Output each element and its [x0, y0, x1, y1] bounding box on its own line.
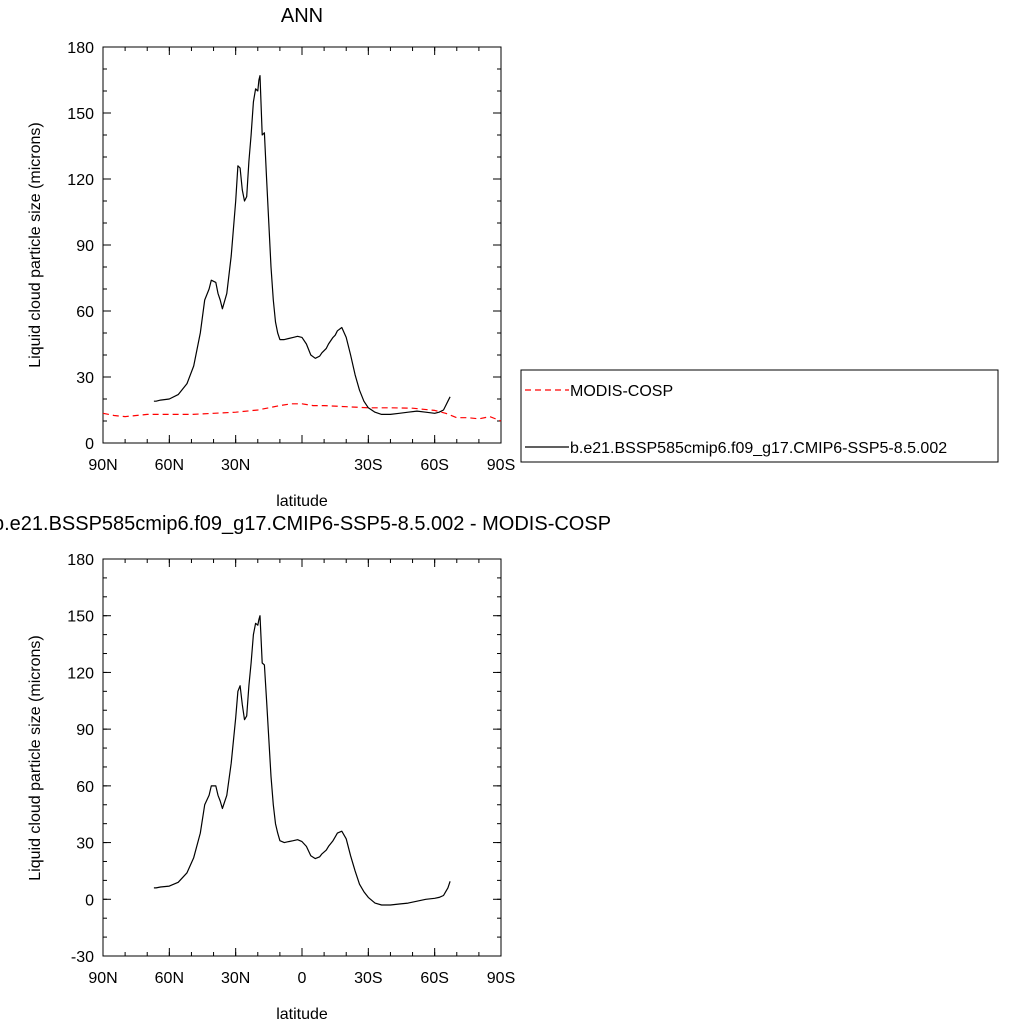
series-line-difference — [153, 615, 451, 906]
x-tick-label: 30N — [221, 457, 250, 474]
x-tick-label: 60N — [155, 970, 184, 987]
top-y-axis: 0 30 60 90 120 150 180 — [67, 40, 501, 453]
x-tick-label: 30S — [354, 457, 382, 474]
y-tick-label: 60 — [76, 304, 94, 321]
bottom-x-axis: 90N 60N 30N 0 30S 60S 90S — [88, 559, 515, 987]
x-tick-label: 30S — [354, 970, 382, 987]
x-tick-label: 0 — [298, 970, 307, 987]
y-tick-label: 150 — [67, 106, 94, 123]
bottom-x-axis-label: latitude — [276, 1006, 328, 1023]
x-tick-label: 90S — [487, 970, 515, 987]
legend-box — [520, 369, 999, 463]
x-tick-label: 60S — [420, 457, 448, 474]
y-tick-label: 0 — [85, 892, 94, 909]
top-plot-frame — [102, 46, 502, 444]
y-tick-label: 0 — [85, 436, 94, 453]
top-series-layer — [102, 74, 502, 422]
y-tick-label: 120 — [67, 172, 94, 189]
y-tick-label: 120 — [67, 665, 94, 682]
top-x-axis: 90N 60N 30N 30S 60S 90S — [88, 47, 515, 474]
series-line-modis-cosp — [102, 403, 502, 422]
top-chart-title: ANN — [281, 5, 323, 27]
bottom-y-axis: -30 0 30 60 90 120 150 180 — [67, 552, 501, 966]
bottom-series-layer — [153, 615, 451, 906]
x-tick-label: 90N — [88, 457, 117, 474]
x-tick-label: 90N — [88, 970, 117, 987]
y-tick-label: 150 — [67, 609, 94, 626]
x-tick-label: 30N — [221, 970, 250, 987]
y-tick-label: 90 — [76, 722, 94, 739]
bottom-panel: b.e21.BSSP585cmip6.f09_g17.CMIP6-SSP5-8.… — [0, 513, 611, 1023]
y-tick-label: 30 — [76, 836, 94, 853]
x-tick-label: 60N — [155, 457, 184, 474]
y-tick-label: 60 — [76, 779, 94, 796]
x-tick-label: 60S — [420, 970, 448, 987]
y-tick-label: 180 — [67, 40, 94, 57]
x-tick-label: 90S — [487, 457, 515, 474]
top-y-axis-label: Liquid cloud particle size (microns) — [27, 122, 44, 367]
bottom-chart-title: b.e21.BSSP585cmip6.f09_g17.CMIP6-SSP5-8.… — [0, 513, 611, 535]
y-tick-label: 30 — [76, 370, 94, 387]
legend-label-model: b.e21.BSSP585cmip6.f09_g17.CMIP6-SSP5-8.… — [570, 440, 947, 457]
y-tick-label: 180 — [67, 552, 94, 569]
y-tick-label: -30 — [71, 949, 94, 966]
bottom-y-axis-label: Liquid cloud particle size (microns) — [27, 635, 44, 880]
legend-label-modis-cosp: MODIS-COSP — [570, 383, 673, 400]
legend: MODIS-COSP b.e21.BSSP585cmip6.f09_g17.CM… — [520, 369, 999, 463]
series-line-b-e21-bssp585cmip6-f09-g17-cmip6-ssp5-8-5-002 — [153, 74, 451, 415]
y-tick-label: 90 — [76, 238, 94, 255]
top-x-axis-label: latitude — [276, 493, 328, 510]
